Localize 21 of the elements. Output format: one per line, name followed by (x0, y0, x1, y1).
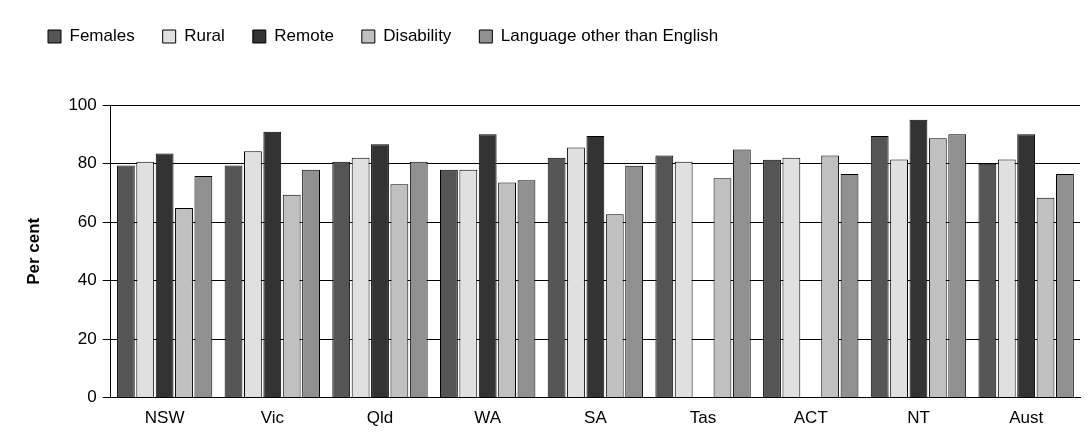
y-tick-label: 100 (68, 94, 97, 114)
y-tick-label: 80 (77, 153, 97, 173)
legend-label: Remote (274, 26, 334, 46)
x-tick-label: Vic (260, 408, 285, 428)
legend-label: Rural (184, 26, 225, 46)
x-tick-label: Qld (366, 408, 394, 428)
x-tick-label: Aust (1009, 408, 1044, 428)
y-axis-title: Per cent (23, 217, 43, 285)
y-tick-label: 40 (77, 270, 97, 290)
x-tick-label: ACT (793, 408, 828, 428)
x-tick-label: Tas (689, 408, 717, 428)
x-tick-label: NT (907, 408, 930, 428)
x-tick-label: WA (474, 408, 502, 428)
y-tick-label: 0 (87, 387, 97, 407)
legend-label: Females (69, 26, 135, 46)
x-tick-label: NSW (144, 408, 185, 428)
y-tick-label: 60 (77, 211, 97, 231)
legend-label: Language other than English (500, 26, 719, 46)
x-tick-label: SA (584, 408, 608, 428)
y-tick-label: 20 (77, 328, 97, 348)
legend-label: Disability (383, 26, 452, 46)
